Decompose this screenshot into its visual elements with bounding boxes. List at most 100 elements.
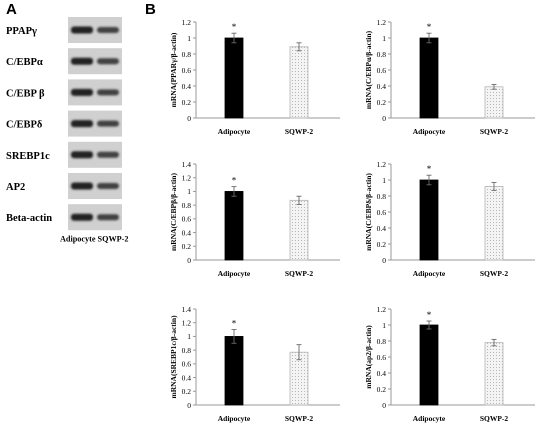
y-tick-label: 0	[382, 401, 386, 410]
category-label: SQWP-2	[480, 414, 509, 423]
significance-star: *	[427, 22, 432, 32]
bar-adipocyte	[224, 37, 244, 119]
chart-ap2: 0 0.2 0.4 0.6 0.8 1 1.2 mRNA(ap2/β-actin) * Adipo…	[364, 305, 535, 423]
chart-srebp1c: 0 0.2 0.4 0.6 0.8 1 1.2 1.4 mRNA(SREBP1c/β-actin…	[169, 305, 340, 423]
blot-band-sqwp2	[97, 183, 119, 189]
panel-label-a: A	[6, 1, 17, 18]
blot-band-adipocyte	[71, 88, 93, 96]
blot-band-sqwp2	[97, 120, 119, 127]
significance-star: *	[232, 22, 237, 32]
blot-band-sqwp2	[97, 214, 119, 221]
y-tick-label: 1.2	[377, 160, 387, 169]
y-tick-label: 0.4	[182, 82, 192, 91]
chart-cebp-delta: 0 0.2 0.4 0.6 0.8 1 1.2 mRNA(C/EBPδ/β-actin) * Ad…	[364, 160, 535, 278]
y-tick-label: 0.8	[377, 50, 387, 59]
blot-protein-label: AP2	[6, 182, 25, 193]
chart-ppar-gamma: 0 0.2 0.4 0.6 0.8 1 1.2 mRNA(PPARγ/β-actin) * Adi…	[169, 18, 340, 136]
y-tick-label: 0.4	[377, 82, 387, 91]
y-axis-label: mRNA(PPARγ/β-actin)	[169, 32, 178, 107]
bar-sqwp2	[289, 199, 309, 261]
significance-star: *	[232, 176, 237, 186]
blot-protein-label: Beta-actin	[6, 213, 52, 224]
y-tick-label: 0.2	[182, 242, 192, 251]
significance-star: *	[232, 319, 237, 329]
y-tick-label: 1.4	[182, 160, 192, 169]
category-label: Adipocyte	[218, 269, 251, 278]
blot-band-adipocyte	[71, 151, 93, 159]
blot-protein-label: C/EBPα	[6, 57, 43, 68]
bar-sqwp2	[484, 186, 504, 261]
y-tick-label: 1	[382, 34, 386, 43]
panel-label-b: B	[145, 1, 156, 18]
y-tick-label: 1.2	[377, 18, 387, 27]
bar-sqwp2	[484, 86, 504, 119]
y-tick-label: 1	[382, 176, 386, 185]
y-tick-label: 0.8	[182, 50, 192, 59]
category-label: Adipocyte	[413, 269, 446, 278]
category-label: SQWP-2	[285, 414, 314, 423]
y-tick-label: 0.2	[182, 98, 192, 107]
y-axis-label: mRNA(C/EBPβ/β-actin)	[169, 173, 178, 251]
y-tick-label: 0.6	[377, 353, 387, 362]
blot-protein-label: PPAPγ	[6, 26, 37, 37]
y-tick-label: 1.4	[182, 305, 192, 314]
y-tick-label: 0	[187, 256, 191, 265]
y-tick-label: 0.2	[182, 387, 192, 396]
blot-protein-label: SREBP1c	[6, 151, 50, 162]
western-blot-panel: PPAPγ C/EBPα C/EBP β C/EBPδ SREBP1c AP2 Beta-a…	[6, 17, 128, 243]
y-tick-label: 0.2	[377, 98, 387, 107]
y-tick-label: 0.4	[182, 228, 192, 237]
y-tick-label: 0	[187, 401, 191, 410]
y-axis-label: mRNA(C/EBPδ/β-actin)	[364, 173, 373, 251]
y-tick-label: 0.4	[377, 369, 387, 378]
blot-band-adipocyte	[71, 120, 93, 128]
blot-band-sqwp2	[97, 58, 119, 65]
y-tick-label: 0.6	[182, 66, 192, 75]
y-tick-label: 0.4	[182, 373, 192, 382]
y-axis-label: mRNA(ap2/β-actin)	[364, 325, 373, 389]
bar-adipocyte	[224, 191, 244, 261]
category-label: Adipocyte	[413, 414, 446, 423]
y-tick-label: 0.4	[377, 224, 387, 233]
blot-band-sqwp2	[97, 151, 119, 158]
y-tick-label: 1	[187, 332, 191, 341]
blot-band-adipocyte	[71, 57, 93, 65]
y-tick-label: 0	[382, 256, 386, 265]
y-tick-label: 0.8	[182, 346, 192, 355]
blot-protein-label: C/EBPδ	[6, 120, 43, 131]
y-tick-label: 1	[382, 321, 386, 330]
y-tick-label: 0.8	[377, 192, 387, 201]
chart-cebp-beta: 0 0.2 0.4 0.6 0.8 1 1.2 1.4 mRNA(C/EBPβ/β-actin)…	[169, 160, 340, 278]
y-tick-label: 1.2	[377, 305, 387, 314]
blot-band-adipocyte	[71, 26, 93, 34]
bar-adipocyte	[419, 37, 439, 119]
y-axis-label: mRNA(C/EBPα/β-actin)	[364, 30, 373, 109]
blot-band-sqwp2	[97, 27, 119, 33]
blot-band-adipocyte	[71, 182, 93, 190]
y-tick-label: 1.2	[182, 319, 192, 328]
category-label: SQWP-2	[480, 269, 509, 278]
y-tick-label: 0.8	[377, 337, 387, 346]
bar-adipocyte	[419, 324, 439, 406]
y-tick-label: 1	[187, 34, 191, 43]
significance-star: *	[427, 164, 432, 174]
blot-band-adipocyte	[71, 213, 93, 221]
category-label: SQWP-2	[480, 127, 509, 136]
bar-adipocyte	[419, 179, 439, 261]
category-label: SQWP-2	[285, 269, 314, 278]
y-tick-label: 0.6	[377, 66, 387, 75]
y-tick-label: 0	[187, 114, 191, 123]
y-tick-label: 1	[187, 187, 191, 196]
blot-band-sqwp2	[97, 89, 119, 96]
category-label: Adipocyte	[413, 127, 446, 136]
chart-cebp-alpha: 0 0.2 0.4 0.6 0.8 1 1.2 mRNA(C/EBPα/β-actin) * Ad…	[364, 18, 535, 136]
category-label: SQWP-2	[285, 127, 314, 136]
y-tick-label: 0.2	[377, 240, 387, 249]
y-tick-label: 0	[382, 114, 386, 123]
y-tick-label: 0.6	[182, 215, 192, 224]
significance-star: *	[427, 310, 432, 320]
y-tick-label: 1.2	[182, 18, 192, 27]
category-label: Adipocyte	[218, 414, 251, 423]
bar-sqwp2	[484, 342, 504, 406]
y-tick-label: 0.6	[377, 208, 387, 217]
